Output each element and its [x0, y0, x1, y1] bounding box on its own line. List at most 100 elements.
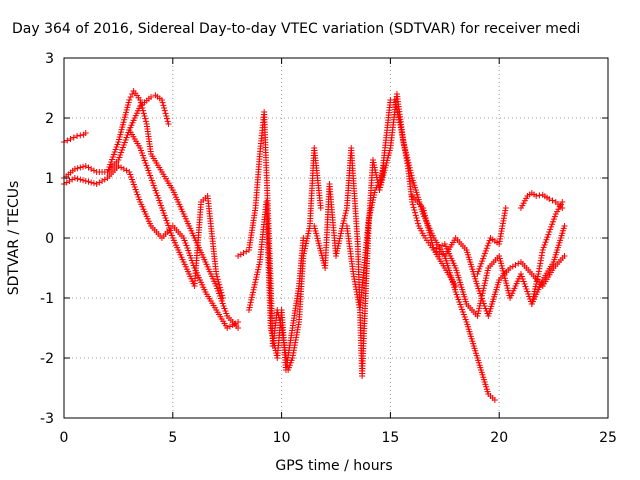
data-marker	[549, 221, 556, 228]
data-marker	[251, 281, 258, 288]
chart-title: Day 364 of 2016, Sidereal Day-to-day VTE…	[12, 21, 580, 37]
data-marker	[123, 167, 130, 174]
y-tick-label: -2	[40, 351, 54, 367]
x-tick-label: 20	[490, 430, 508, 446]
satellite-track-11	[409, 193, 568, 319]
data-marker	[90, 180, 97, 187]
data-marker	[164, 118, 171, 125]
data-marker	[413, 215, 420, 221]
data-marker	[386, 147, 393, 154]
data-marker	[475, 268, 482, 275]
data-marker	[412, 209, 419, 216]
satellite-track-13	[474, 205, 509, 277]
data-point	[82, 130, 89, 136]
data-marker	[159, 99, 166, 106]
data-marker	[250, 286, 257, 293]
data-marker	[549, 261, 556, 268]
data-marker	[489, 395, 496, 401]
data-marker	[247, 301, 254, 308]
data-marker	[481, 250, 488, 257]
data-marker	[69, 167, 76, 174]
data-marker	[407, 167, 414, 174]
satellite-track-2	[61, 88, 242, 331]
data-marker	[476, 265, 483, 272]
data-marker	[168, 184, 175, 191]
data-marker	[549, 197, 556, 204]
data-marker	[251, 284, 258, 291]
data-marker	[484, 267, 491, 274]
data-marker	[248, 294, 255, 301]
data-point	[71, 175, 78, 181]
data-marker	[354, 238, 361, 245]
data-marker	[534, 273, 541, 280]
data-marker	[90, 167, 97, 174]
data-marker	[161, 105, 168, 111]
data-marker	[80, 163, 87, 170]
y-tick-label: -3	[40, 411, 54, 427]
data-marker	[255, 266, 262, 273]
x-tick-label: 10	[273, 430, 291, 446]
satellite-track-8	[311, 145, 387, 379]
data-marker	[222, 322, 229, 329]
data-marker	[560, 225, 567, 232]
data-marker	[402, 146, 409, 153]
data-marker	[70, 134, 77, 141]
data-marker	[479, 258, 486, 265]
data-marker	[88, 166, 95, 172]
data-marker	[340, 220, 347, 227]
data-marker	[482, 247, 489, 254]
data-marker	[420, 232, 427, 239]
satellite-track-5	[126, 127, 226, 301]
data-marker	[342, 212, 349, 219]
data-marker	[539, 249, 546, 256]
y-tick-label: -1	[40, 291, 54, 307]
data-marker	[523, 195, 530, 202]
data-marker	[483, 245, 490, 252]
data-marker	[253, 274, 260, 281]
data-marker	[485, 240, 492, 247]
data-marker	[77, 132, 84, 139]
data-marker	[135, 142, 142, 149]
data-marker	[486, 237, 493, 244]
data-marker	[439, 251, 446, 258]
data-marker	[509, 263, 516, 270]
data-marker	[96, 179, 103, 186]
data-marker	[161, 107, 168, 114]
data-marker	[542, 239, 549, 246]
data-marker	[213, 268, 220, 275]
data-marker	[527, 269, 534, 275]
data-marker	[462, 298, 469, 305]
data-marker	[197, 201, 204, 208]
data-marker	[407, 169, 414, 176]
data-marker	[412, 212, 419, 219]
data-marker	[551, 213, 558, 220]
data-marker	[405, 159, 412, 166]
data-marker	[295, 285, 302, 292]
data-marker	[142, 115, 149, 122]
data-point	[219, 295, 226, 301]
data-marker	[146, 220, 153, 227]
data-marker	[142, 118, 149, 125]
data-marker	[300, 237, 307, 244]
data-marker	[88, 179, 95, 186]
data-marker	[120, 166, 127, 172]
data-marker	[141, 113, 148, 119]
data-marker	[512, 262, 519, 268]
data-point	[82, 163, 89, 169]
data-marker	[538, 279, 545, 286]
x-tick-label: 5	[168, 430, 177, 446]
data-point	[480, 253, 487, 259]
axis-ticks	[63, 57, 609, 419]
satellite-track-4	[104, 92, 172, 175]
data-marker	[63, 179, 70, 186]
data-marker	[475, 307, 482, 314]
data-marker	[163, 113, 170, 119]
data-marker	[113, 159, 120, 165]
data-marker	[295, 321, 302, 328]
data-marker	[156, 95, 163, 102]
satellite-track-15	[528, 199, 566, 307]
data-marker	[162, 110, 169, 117]
data-marker	[473, 280, 480, 287]
data-point	[546, 229, 553, 235]
